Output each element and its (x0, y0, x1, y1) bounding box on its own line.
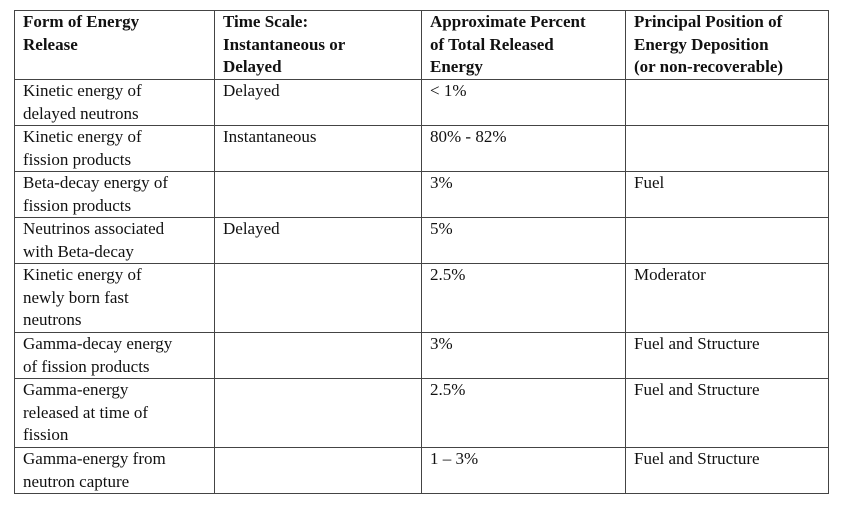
table-cell (214, 332, 422, 379)
table-cell: Kinetic energy of delayed neutrons (14, 79, 215, 126)
table-cell: Instantaneous (214, 125, 422, 172)
table-cell: Beta-decay energy of fission products (14, 171, 215, 218)
table-cell: < 1% (421, 79, 626, 126)
table-cell (625, 79, 829, 126)
table-cell (625, 217, 829, 264)
table-row: Kinetic energy of newly born fast neutro… (14, 263, 829, 333)
energy-table: Form of Energy Release Time Scale: Instan… (14, 10, 829, 494)
table-cell: 5% (421, 217, 626, 264)
table-cell (214, 171, 422, 218)
table-cell: Kinetic energy of newly born fast neutro… (14, 263, 215, 333)
table-row: Neutrinos associated with Beta-decay Dela… (14, 217, 829, 264)
table-cell: 3% (421, 171, 626, 218)
table-cell (214, 378, 422, 448)
header-cell: Principal Position of Energy Deposition … (625, 10, 829, 80)
table-cell (214, 447, 422, 494)
header-cell: Form of Energy Release (14, 10, 215, 80)
table-cell (625, 125, 829, 172)
table-cell: 3% (421, 332, 626, 379)
table-cell: Delayed (214, 217, 422, 264)
table-row: Gamma-energy from neutron capture 1 – 3% F… (14, 447, 829, 494)
table-row: Kinetic energy of delayed neutrons Delaye… (14, 79, 829, 126)
table-row: Gamma-energy released at time of fission… (14, 378, 829, 448)
table-cell (214, 263, 422, 333)
header-cell: Time Scale: Instantaneous or Delayed (214, 10, 422, 80)
table-cell: 2.5% (421, 378, 626, 448)
table-cell: Fuel (625, 171, 829, 218)
table-row: Gamma-decay energy of fission products 3%… (14, 332, 829, 379)
table-cell: Gamma-energy from neutron capture (14, 447, 215, 494)
header-cell: Approximate Percent of Total Released En… (421, 10, 626, 80)
table-cell: Gamma-energy released at time of fission (14, 378, 215, 448)
table-cell: Kinetic energy of fission products (14, 125, 215, 172)
table-cell: Fuel and Structure (625, 378, 829, 448)
table-row: Beta-decay energy of fission products 3% F… (14, 171, 829, 218)
table-body: Form of Energy Release Time Scale: Instan… (14, 10, 829, 494)
table-cell: Fuel and Structure (625, 332, 829, 379)
table-cell: Fuel and Structure (625, 447, 829, 494)
table-cell: Gamma-decay energy of fission products (14, 332, 215, 379)
header-row: Form of Energy Release Time Scale: Instan… (14, 10, 829, 80)
table-cell: 80% - 82% (421, 125, 626, 172)
table-row: Kinetic energy of fission products Instan… (14, 125, 829, 172)
table-cell: Neutrinos associated with Beta-decay (14, 217, 215, 264)
table-cell: Moderator (625, 263, 829, 333)
table-cell: 2.5% (421, 263, 626, 333)
table-cell: 1 – 3% (421, 447, 626, 494)
table-cell: Delayed (214, 79, 422, 126)
